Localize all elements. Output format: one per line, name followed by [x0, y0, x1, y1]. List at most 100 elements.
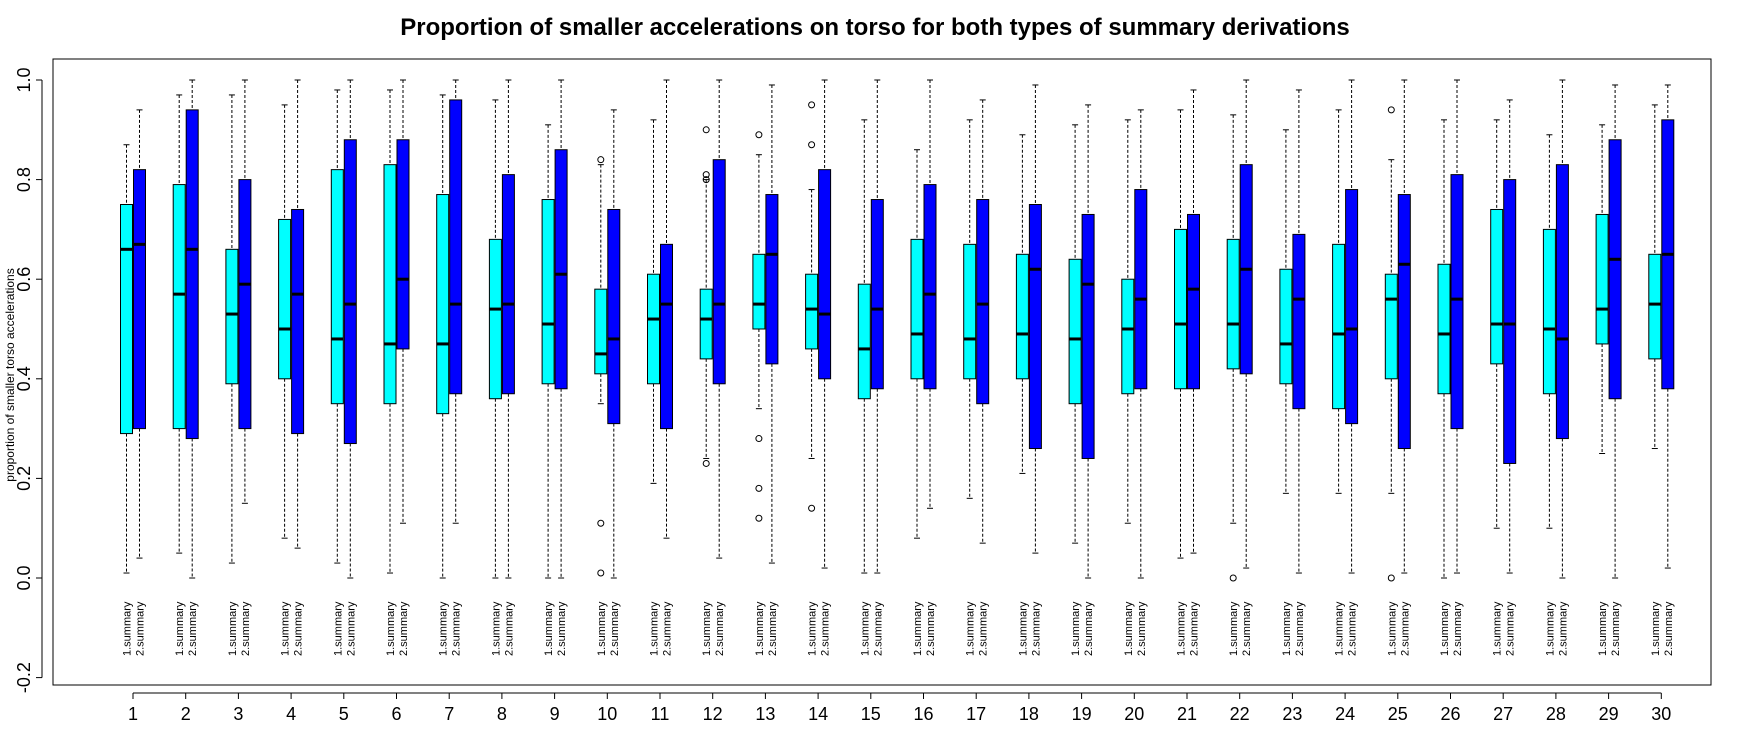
x-tick-label: 8 — [497, 704, 507, 724]
group-24-summary1-box — [1332, 243, 1346, 410]
group-14-summary1-outlier — [808, 141, 816, 149]
group-5-summary2-box — [343, 139, 357, 445]
group-30-summary1-box — [1648, 253, 1662, 360]
group-17-summary1-box — [963, 243, 977, 380]
y-axis-label: proportion of smaller torso acceleration… — [3, 268, 17, 481]
group-12-summary2-box — [712, 159, 726, 385]
x-tick-label: 11 — [651, 704, 670, 724]
x-tick-label: 27 — [1493, 704, 1513, 724]
group-2-summary2-box — [185, 109, 199, 440]
y-tick-label: 0.0 — [14, 565, 34, 590]
group-26-summary2-box — [1450, 174, 1464, 430]
group-5-summary1-label: 1.summary — [332, 601, 344, 656]
group-14-summary2-box — [818, 169, 832, 380]
group-16-summary2-label: 2.summary — [925, 601, 937, 656]
y-tick-label: 0.8 — [14, 167, 34, 192]
group-26-summary2-label: 2.summary — [1452, 601, 1464, 656]
x-tick-label: 10 — [597, 704, 617, 724]
group-19-summary1-label: 1.summary — [1070, 601, 1082, 656]
group-19-summary1-box — [1068, 258, 1082, 405]
group-1-summary2-label: 2.summary — [135, 601, 147, 656]
x-tick-label: 29 — [1599, 704, 1619, 724]
x-tick-label: 14 — [808, 704, 828, 724]
group-9-summary2-label: 2.summary — [556, 601, 568, 656]
group-1-summary1-label: 1.summary — [122, 601, 134, 656]
group-13-summary1-box — [752, 253, 766, 330]
group-13-summary1-outlier — [755, 484, 763, 492]
x-tick-label: 26 — [1440, 704, 1460, 724]
x-tick-label: 6 — [391, 704, 401, 724]
group-5-summary1-box — [330, 169, 344, 405]
group-9-summary1-box — [541, 199, 555, 385]
group-27-summary1-box — [1490, 208, 1504, 365]
group-28-summary1-label: 1.summary — [1544, 601, 1556, 656]
group-25-summary1-outlier — [1387, 106, 1395, 114]
group-30-summary1-label: 1.summary — [1650, 601, 1662, 656]
y-tick-label: 0.4 — [14, 366, 34, 391]
group-17-summary2-box — [976, 199, 990, 405]
group-6-summary1-label: 1.summary — [385, 601, 397, 656]
group-28-summary1-box — [1542, 228, 1556, 395]
group-24-summary1-label: 1.summary — [1334, 601, 1346, 656]
group-16-summary1-label: 1.summary — [912, 601, 924, 656]
group-18-summary2-box — [1028, 204, 1042, 450]
group-9-summary2-box — [554, 149, 568, 390]
group-7-summary2-label: 2.summary — [451, 601, 463, 656]
group-26-summary1-box — [1437, 263, 1451, 395]
group-30-summary2-label: 2.summary — [1663, 601, 1675, 656]
group-1-summary2-box — [133, 169, 146, 430]
group-13-summary1-outlier — [755, 514, 763, 522]
group-21-summary2-label: 2.summary — [1189, 601, 1201, 656]
x-tick-label: 1 — [128, 704, 138, 724]
group-19-summary2-box — [1081, 213, 1095, 459]
group-16-summary1-box — [910, 238, 924, 380]
group-11-summary2-box — [660, 243, 673, 430]
group-6-summary2-label: 2.summary — [398, 601, 410, 656]
x-tick-label: 12 — [703, 704, 723, 724]
group-27-summary1-label: 1.summary — [1492, 601, 1504, 656]
group-20-summary2-label: 2.summary — [1136, 601, 1148, 656]
group-20-summary1-box — [1121, 278, 1135, 395]
group-23-summary2-box — [1292, 233, 1306, 410]
group-16-summary2-box — [923, 184, 937, 390]
group-25-summary2-box — [1397, 194, 1411, 450]
group-10-summary2-label: 2.summary — [609, 601, 621, 656]
group-17-summary1-label: 1.summary — [965, 601, 977, 656]
group-12-summary1-box — [699, 288, 713, 360]
group-22-summary1-box — [1226, 238, 1240, 370]
group-29-summary1-label: 1.summary — [1597, 601, 1609, 656]
group-25-summary1-label: 1.summary — [1386, 601, 1398, 656]
group-23-summary1-label: 1.summary — [1281, 601, 1293, 656]
group-3-summary2-box — [238, 179, 252, 430]
group-22-summary1-label: 1.summary — [1228, 601, 1240, 656]
y-tick-label: -0.2 — [14, 662, 34, 693]
group-22-summary1-outlier — [1229, 574, 1237, 582]
y-tick-label: 1.0 — [14, 67, 34, 92]
x-tick-label: 23 — [1282, 704, 1302, 724]
x-tick-label: 15 — [861, 704, 881, 724]
group-13-summary1-outlier — [755, 131, 763, 139]
group-24-summary2-box — [1345, 189, 1359, 425]
group-13-summary2-box — [765, 194, 779, 365]
group-6-summary1-box — [383, 164, 397, 405]
group-23-summary2-label: 2.summary — [1294, 601, 1306, 656]
x-tick-label: 19 — [1072, 704, 1092, 724]
group-15-summary1-label: 1.summary — [859, 601, 871, 656]
group-12-summary1-outlier — [702, 176, 710, 184]
x-tick-label: 17 — [966, 704, 986, 724]
group-29-summary2-box — [1608, 139, 1622, 400]
group-8-summary2-box — [501, 174, 515, 395]
group-29-summary1-box — [1595, 213, 1609, 345]
x-tick-label: 4 — [286, 704, 296, 724]
group-23-summary1-box — [1279, 268, 1293, 385]
group-27-summary2-box — [1503, 179, 1517, 464]
x-tick-label: 2 — [181, 704, 191, 724]
group-3-summary1-label: 1.summary — [227, 601, 239, 656]
group-7-summary2-box — [449, 99, 463, 395]
group-8-summary2-label: 2.summary — [503, 601, 515, 656]
group-21-summary2-box — [1187, 213, 1200, 390]
y-tick-label: 0.2 — [14, 466, 34, 491]
group-20-summary2-box — [1134, 189, 1148, 390]
